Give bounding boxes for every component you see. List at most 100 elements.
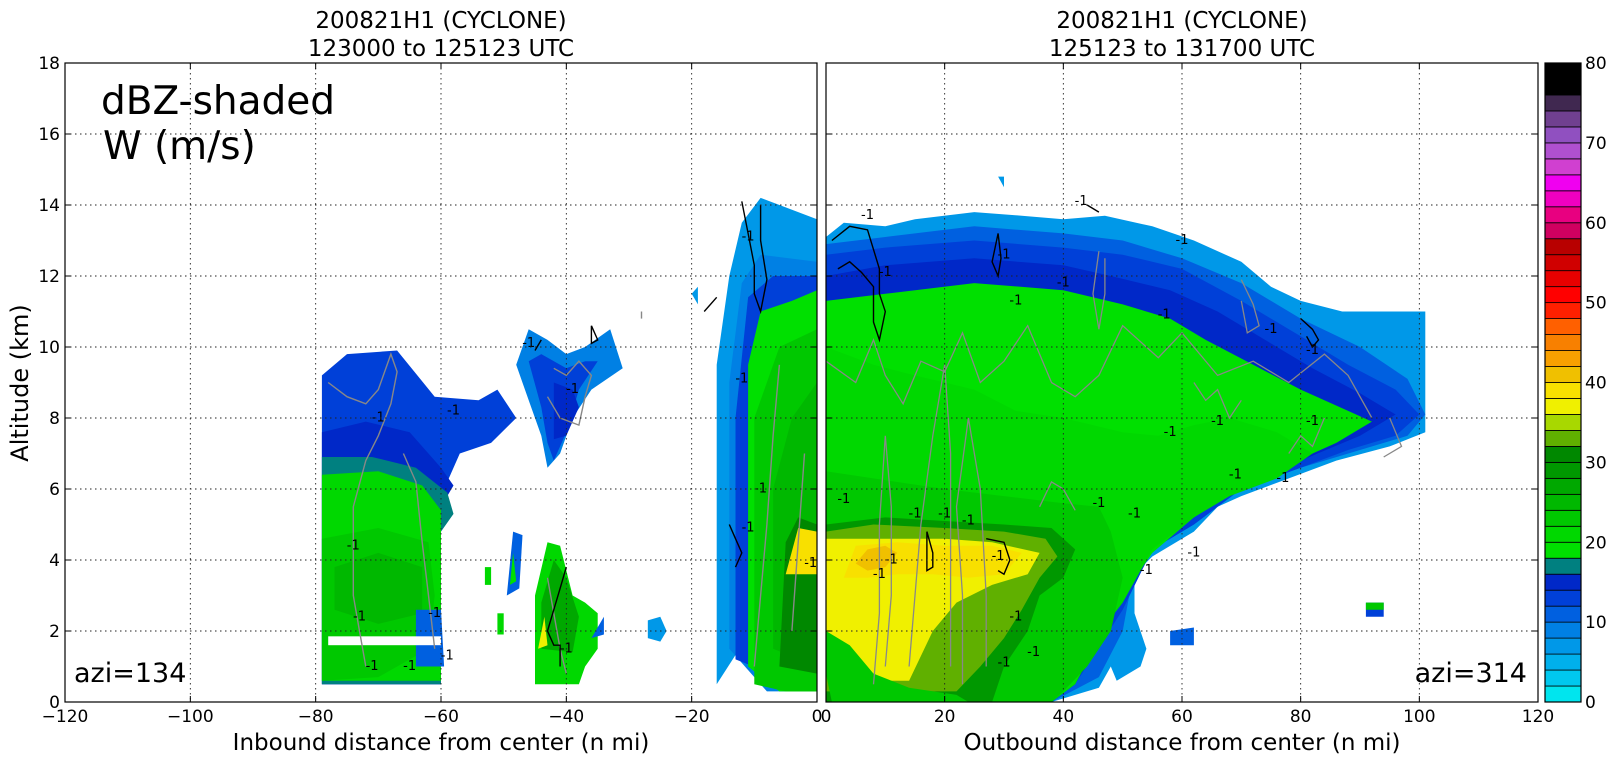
- w-contour-label: -1: [1306, 343, 1319, 358]
- w-contour-positive: [402, 453, 436, 649]
- colorbar-segment: [1544, 190, 1582, 208]
- w-contour-label: -1: [837, 492, 850, 507]
- echo-fill: [826, 631, 969, 702]
- colorbar-segment: [1544, 302, 1582, 320]
- w-contour-positive: [1240, 279, 1260, 334]
- colorbar-segment: [1544, 318, 1582, 335]
- w-contour-label: -1: [347, 538, 360, 553]
- w-contour-negative: [534, 339, 542, 351]
- echo-fill: [691, 286, 698, 305]
- colorbar-tick-label: 10: [1585, 613, 1607, 633]
- colorbar-tick-label: 80: [1585, 54, 1607, 74]
- colorbar-segment: [1544, 557, 1582, 575]
- w-contour-positive: [872, 435, 892, 685]
- colorbar-segment: [1544, 126, 1582, 144]
- x-tick-label: −20: [674, 707, 710, 727]
- echo-fill: [497, 613, 504, 635]
- w-contour-label: -1: [1211, 414, 1224, 429]
- colorbar-segment: [1544, 254, 1582, 272]
- data-gap: [328, 636, 441, 646]
- colorbar-segment: [1544, 350, 1582, 367]
- w-contour-positive: [546, 360, 593, 427]
- w-units-annotation: W (m/s): [103, 124, 256, 169]
- w-contour-label: -1: [962, 514, 975, 529]
- w-contour-positive: [1092, 251, 1106, 330]
- colorbar-segment: [1544, 477, 1582, 495]
- w-contour-label: -1: [735, 372, 748, 387]
- w-contour-label: -1: [403, 659, 416, 674]
- x-tick-label: 60: [1171, 707, 1193, 727]
- w-contour-positive: [826, 324, 1373, 419]
- w-contour-label: -1: [447, 403, 460, 418]
- right-azimuth-label: azi=314: [1415, 658, 1527, 689]
- w-contour-label: -1: [566, 382, 579, 397]
- w-contour-label: -1: [909, 506, 922, 521]
- colorbar-segment: [1544, 541, 1582, 559]
- w-contour-positive: [908, 364, 952, 667]
- x-tick-label: 0: [812, 707, 823, 727]
- colorbar-segment: [1544, 605, 1582, 623]
- w-contour-label: -1: [1229, 467, 1242, 482]
- w-contour-label: -1: [804, 556, 817, 571]
- w-contour-label: -1: [1306, 414, 1319, 429]
- colorbar-segment: [1544, 222, 1582, 240]
- colorbar-segment: [1544, 461, 1582, 479]
- w-contour-label: -1: [1164, 425, 1177, 440]
- w-contour-label: -1: [1092, 496, 1105, 511]
- y-tick-label: 16: [38, 125, 60, 145]
- w-contour-label: -1: [1276, 471, 1289, 486]
- echo-fill: [647, 616, 667, 642]
- w-contour-label: -1: [1027, 645, 1040, 660]
- w-contour-label: -1: [861, 208, 874, 223]
- w-contour-negative: [1300, 318, 1320, 349]
- y-tick-label: 0: [49, 693, 60, 713]
- right-panel-subtitle: 125123 to 131700 UTC: [1049, 36, 1315, 62]
- w-contour-label: -1: [372, 411, 385, 426]
- y-tick-label: 12: [38, 267, 60, 287]
- colorbar-tick-label: 60: [1585, 214, 1607, 234]
- w-contour-label: -1: [522, 336, 535, 351]
- y-tick-label: 4: [49, 551, 60, 571]
- colorbar-segment: [1544, 445, 1582, 463]
- colorbar-segment: [1544, 621, 1582, 639]
- x-tick-label: 120: [1522, 707, 1554, 727]
- w-contour-positive: [1288, 417, 1325, 454]
- x-tick-label: −100: [167, 707, 214, 727]
- right-panel-title: 200821H1 (CYCLONE): [1056, 8, 1307, 34]
- left-x-axis-label: Inbound distance from center (n mi): [233, 730, 650, 756]
- colorbar-tick-label: 20: [1585, 533, 1607, 553]
- x-tick-label: 40: [1053, 707, 1075, 727]
- x-tick-label: 80: [1290, 707, 1312, 727]
- colorbar-segment: [1544, 78, 1582, 96]
- colorbar-segment: [1544, 334, 1582, 351]
- w-contour-label: -1: [1176, 233, 1189, 248]
- colorbar-segment: [1544, 286, 1582, 304]
- echo-fill: [1170, 627, 1194, 646]
- colorbar-segment: [1544, 573, 1582, 591]
- colorbar-segment: [1544, 142, 1582, 160]
- y-tick-label: 8: [49, 409, 60, 429]
- echo-fill: [484, 567, 492, 585]
- colorbar-tick-label: 0: [1585, 693, 1596, 713]
- w-contour-label: -1: [992, 549, 1005, 564]
- colorbar-segment: [1544, 525, 1582, 543]
- x-tick-label: −40: [548, 707, 584, 727]
- colorbar-segment: [1544, 589, 1582, 607]
- w-contour-positive: [327, 351, 398, 667]
- colorbar-tick-label: 30: [1585, 453, 1607, 473]
- w-contour-label: -1: [742, 521, 755, 536]
- left-panel-subtitle: 123000 to 125123 UTC: [308, 36, 574, 62]
- left-panel-shading: -1-1-1-1 -1-1-1-1-1-1-1-1-1-1-1-1: [321, 197, 817, 692]
- colorbar-segment: [1544, 62, 1582, 80]
- w-contour-label: -1: [1140, 563, 1153, 578]
- colorbar-segment: [1544, 685, 1582, 703]
- echo-fill: [334, 552, 423, 624]
- w-contour-positive: [791, 453, 806, 632]
- y-tick-label: 14: [38, 196, 60, 216]
- colorbar-segment: [1544, 653, 1582, 671]
- w-contour-negative: [741, 201, 768, 315]
- w-contour-label: -1: [1075, 194, 1088, 209]
- w-contour-label: -1: [742, 230, 755, 245]
- w-contour-label: -1: [998, 247, 1011, 262]
- echo-fill: [785, 528, 817, 575]
